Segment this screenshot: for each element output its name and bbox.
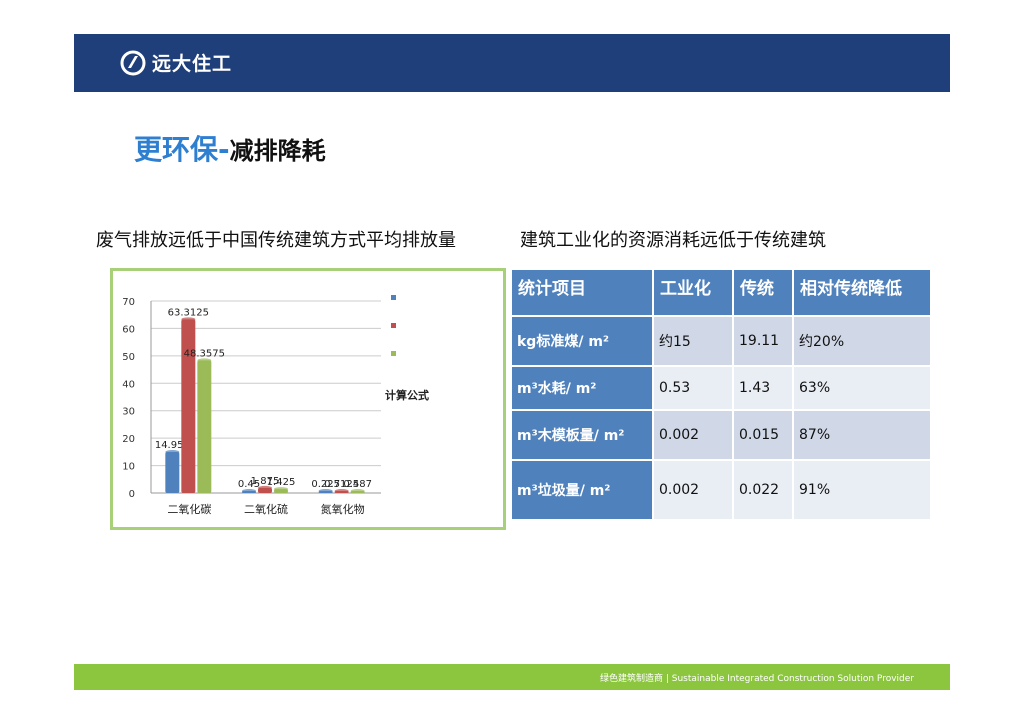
cell-traditional: 19.11	[732, 315, 794, 367]
cell-item: kg标准煤/ m²	[510, 315, 654, 367]
table-row: m³垃圾量/ m² 0.002 0.022 91%	[510, 459, 932, 521]
table-subtitle: 建筑工业化的资源消耗远低于传统建筑	[520, 230, 826, 251]
bar-top	[197, 358, 212, 363]
formula-title: 计算公式	[385, 388, 429, 402]
cell-reduction: 87%	[792, 409, 932, 461]
category-label: 二氧化碳	[167, 502, 211, 516]
data-label: 14.955	[155, 440, 190, 451]
brand-logo: 远大住工	[120, 49, 232, 76]
footer-bar: 绿色建筑制造商 | Sustainable Integrated Constru…	[74, 664, 950, 690]
bar	[181, 319, 196, 493]
y-tick-label: 30	[122, 407, 135, 418]
bar-top	[274, 487, 288, 492]
bar-top	[258, 485, 272, 490]
category-label: 氮氧化物	[321, 502, 365, 516]
cell-reduction: 约20%	[792, 315, 932, 367]
cell-industrial: 0.53	[652, 365, 734, 411]
cell-industrial: 约15	[652, 315, 734, 367]
category-label: 二氧化硫	[244, 502, 288, 516]
title-main: 更环保-	[134, 133, 230, 166]
data-label: 0.7125	[324, 479, 359, 490]
y-tick-label: 50	[122, 352, 135, 363]
table-header-row: 统计项目 工业化 传统 相对传统降低	[510, 268, 932, 317]
chart-subtitle: 废气排放远低于中国传统建筑方式平均排放量	[96, 230, 456, 251]
bar-top	[242, 489, 256, 493]
brand-name: 远大住工	[152, 53, 233, 75]
table-row: m³水耗/ m² 0.53 1.43 63%	[510, 365, 932, 411]
data-label: 0.225	[311, 479, 340, 490]
bar-top	[334, 489, 349, 493]
table-row: m³木模板量/ m² 0.002 0.015 87%	[510, 409, 932, 461]
footer-tagline: 绿色建筑制造商 | Sustainable Integrated Constru…	[600, 674, 914, 684]
legend-swatch	[391, 323, 396, 328]
slide-title: 更环保-减排降耗	[134, 128, 326, 168]
data-label: 1.875	[251, 476, 280, 487]
cell-item: m³垃圾量/ m²	[510, 459, 654, 521]
y-tick-label: 0	[129, 489, 135, 500]
bar-top	[165, 449, 180, 454]
data-label: 0.45	[238, 479, 260, 490]
data-label: 1.425	[267, 477, 296, 488]
y-tick-label: 60	[122, 324, 135, 335]
title-sub: 减排降耗	[229, 137, 326, 165]
bar	[197, 360, 212, 493]
table-row: kg标准煤/ m² 约15 19.11 约20%	[510, 315, 932, 367]
resource-table: 统计项目 工业化 传统 相对传统降低 kg标准煤/ m² 约15 19.11 约…	[510, 268, 932, 521]
data-label: 48.3575	[184, 348, 225, 359]
data-label: 0.487	[343, 479, 372, 490]
y-tick-label: 70	[122, 297, 135, 308]
header-item: 统计项目	[510, 268, 654, 317]
bar-top	[350, 489, 365, 493]
cell-reduction: 91%	[792, 459, 932, 521]
bar-top	[318, 489, 333, 493]
cell-industrial: 0.002	[652, 459, 734, 521]
bar	[165, 451, 180, 493]
cell-reduction: 63%	[792, 365, 932, 411]
header-industrial: 工业化	[652, 268, 734, 317]
legend-swatch	[391, 351, 396, 356]
y-tick-label: 10	[122, 462, 135, 473]
cell-item: m³木模板量/ m²	[510, 409, 654, 461]
header-reduction: 相对传统降低	[792, 268, 932, 317]
cell-item: m³水耗/ m²	[510, 365, 654, 411]
legend-swatch	[391, 295, 396, 300]
cell-traditional: 1.43	[732, 365, 794, 411]
y-tick-label: 20	[122, 434, 135, 445]
header-bar: 远大住工	[74, 34, 950, 92]
data-label: 63.3125	[168, 307, 209, 318]
cell-traditional: 0.022	[732, 459, 794, 521]
chart-canvas: 0 10 20 30 40 50 60 70 14.955 63.3125 48.3575 二氧化碳 0…	[122, 295, 429, 516]
cell-traditional: 0.015	[732, 409, 794, 461]
bar-top	[181, 317, 196, 322]
cell-industrial: 0.002	[652, 409, 734, 461]
header-traditional: 传统	[732, 268, 794, 317]
emissions-chart: 0 10 20 30 40 50 60 70 14.955 63.3125 48.3575 二氧化碳 0…	[110, 268, 506, 530]
y-tick-label: 40	[122, 379, 135, 390]
logo-icon	[120, 50, 146, 75]
